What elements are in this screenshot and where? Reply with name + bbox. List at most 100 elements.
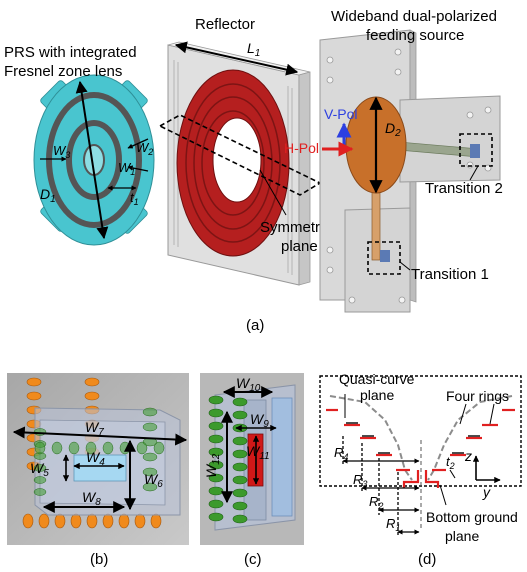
caption-d: (d): [418, 551, 436, 568]
vpol-label: V-Pol: [324, 106, 357, 122]
dim-W11-label: W11: [246, 443, 270, 462]
via-cylinder: [142, 467, 158, 477]
transition2-leader: [469, 165, 479, 181]
dim-W1-arrow: [127, 165, 149, 172]
dim-R3-label: R3: [353, 472, 367, 489]
via-cylinder: [136, 441, 148, 455]
via-cylinder: [232, 501, 248, 511]
caption-a: (a): [246, 317, 264, 334]
transition2-box: [459, 133, 493, 167]
axis-z-label: z: [464, 448, 472, 464]
via-cylinder: [208, 395, 224, 405]
via-cylinder: [208, 434, 224, 444]
via-cylinder: [232, 514, 248, 524]
via-cylinder: [102, 441, 114, 455]
via-cylinder: [153, 441, 165, 455]
via-cylinder: [232, 410, 248, 420]
via-cylinder: [26, 377, 42, 387]
via-cylinder: [84, 377, 100, 387]
via-cylinder: [142, 407, 158, 417]
via-cylinder: [38, 513, 50, 529]
via-cylinder: [33, 476, 47, 484]
panel-c: W10 W9 W11 W12 (c): [200, 373, 304, 568]
axis-y-label: y: [482, 484, 491, 500]
symmetric-line1: Symmetric: [260, 219, 331, 236]
dim-D2-label: D2: [385, 120, 401, 139]
dim-W3-label: W3: [53, 143, 70, 160]
via-cylinder: [33, 428, 47, 436]
via-cylinder: [208, 421, 224, 431]
feed-title-line2: feeding source: [366, 27, 464, 44]
caption-b: (b): [90, 551, 108, 568]
vias-green-c: [208, 395, 248, 524]
transition2-label: Transition 2: [425, 180, 503, 197]
via-cylinder: [208, 408, 224, 418]
hpol-label: H-Pol: [284, 140, 319, 156]
via-cylinder: [232, 449, 248, 459]
dim-W7-label: W7: [85, 419, 104, 438]
dim-t1-label: t1: [130, 190, 139, 207]
via-cylinder: [54, 513, 66, 529]
via-cylinder: [134, 513, 146, 529]
bottom-ground-line1: Bottom ground: [426, 509, 518, 525]
feeding-source: [319, 29, 501, 313]
via-cylinder: [86, 513, 98, 529]
dim-W12-label: W12: [203, 453, 222, 478]
dim-W8-label: W8: [82, 489, 101, 508]
prs-title-line2: Fresnel zone lens: [4, 63, 122, 80]
via-cylinder: [33, 464, 47, 472]
via-cylinder: [142, 422, 158, 432]
quasi-curve-line2: plane: [360, 387, 394, 403]
via-cylinder: [232, 397, 248, 407]
dim-L1-label: L1: [247, 40, 260, 59]
panel-b: W7 W4 W5 W6 W8 (b): [7, 373, 189, 568]
quasi-curve-line1: Quasi-curve: [339, 371, 415, 387]
via-cylinder: [232, 462, 248, 472]
dim-W4-label: W4: [86, 449, 105, 468]
via-cylinder: [232, 475, 248, 485]
panel-a: D1 W3 W2 W1 t1 PRS with integrated Fresn…: [4, 8, 503, 334]
via-cylinder: [208, 499, 224, 509]
dim-W1-label: W1: [118, 160, 135, 177]
dim-R1-label: R1: [386, 516, 400, 533]
dim-W6-label: W6: [144, 471, 163, 490]
via-cylinder: [118, 513, 130, 529]
via-cylinder: [33, 488, 47, 496]
feed-title-line1: Wideband dual-polarized: [331, 8, 497, 25]
dim-R2-label: R2: [369, 494, 383, 511]
via-cylinder: [34, 441, 46, 455]
transition1-box: [367, 241, 401, 275]
dim-W9-label: W9: [250, 411, 269, 430]
via-cylinder: [51, 441, 63, 455]
dim-t2-label: t2: [446, 454, 455, 471]
dim-W2-label: W2: [136, 140, 153, 157]
dim-W5-label: W5: [30, 460, 49, 479]
via-cylinder: [102, 513, 114, 529]
caption-c: (c): [244, 551, 262, 568]
dim-D1-arrow: [75, 80, 109, 240]
via-cylinder: [208, 512, 224, 522]
panel-d: R4 R3 R2 R1 Quasi-curve plane Four rings…: [319, 371, 522, 568]
via-cylinder: [119, 441, 131, 455]
prs-lens: [33, 74, 155, 246]
dim-W2-arrow: [127, 138, 149, 149]
via-cylinder: [68, 441, 80, 455]
via-cylinder: [84, 391, 100, 401]
bottom-ground-line2: plane: [445, 528, 479, 544]
four-rings-label: Four rings: [446, 388, 509, 404]
dim-W7-arrow: [12, 426, 188, 446]
transition1-leader: [399, 261, 411, 271]
dim-D1-label: D1: [40, 186, 56, 205]
via-cylinder: [208, 486, 224, 496]
dim-R4-label: R4: [334, 445, 348, 462]
via-cylinder: [70, 513, 82, 529]
dim-W10-label: W10: [236, 375, 261, 394]
via-cylinder: [26, 391, 42, 401]
dim-L1-arrow: [174, 41, 299, 76]
prs-title-line1: PRS with integrated: [4, 44, 137, 61]
symmetric-line2: plane: [281, 238, 318, 255]
via-cylinder: [232, 488, 248, 498]
symmetric-plane-leader: [259, 169, 287, 216]
via-cylinder: [142, 482, 158, 492]
